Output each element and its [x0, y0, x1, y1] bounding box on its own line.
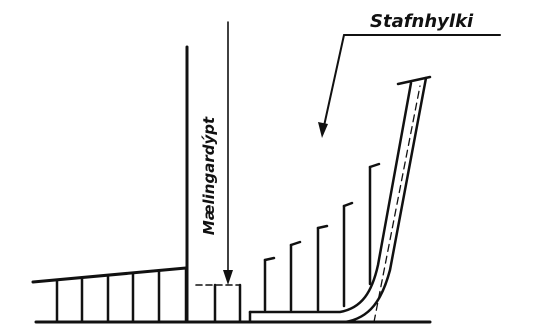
- stem-pointer-line: [323, 34, 345, 127]
- station-mark: [316, 224, 329, 230]
- stem-top-cap: [396, 75, 432, 86]
- left-frame-stations: [55, 266, 188, 324]
- depth-arrow-head: [223, 270, 233, 285]
- stem-inner-line: [248, 81, 413, 314]
- stem-dashed-centerline: [373, 85, 421, 323]
- station-mark: [263, 256, 276, 262]
- hull-top-left: [31, 266, 188, 284]
- measuring-depth-label: Mælingardýpt: [200, 116, 218, 235]
- stem-pointer-head: [318, 122, 328, 138]
- station-mark: [342, 201, 354, 208]
- stem-outer-line: [248, 76, 428, 324]
- station-mark: [368, 162, 381, 169]
- stem-station-marks: [263, 162, 381, 312]
- stem-label: Stafnhylki: [370, 11, 474, 32]
- station-mark: [289, 240, 302, 247]
